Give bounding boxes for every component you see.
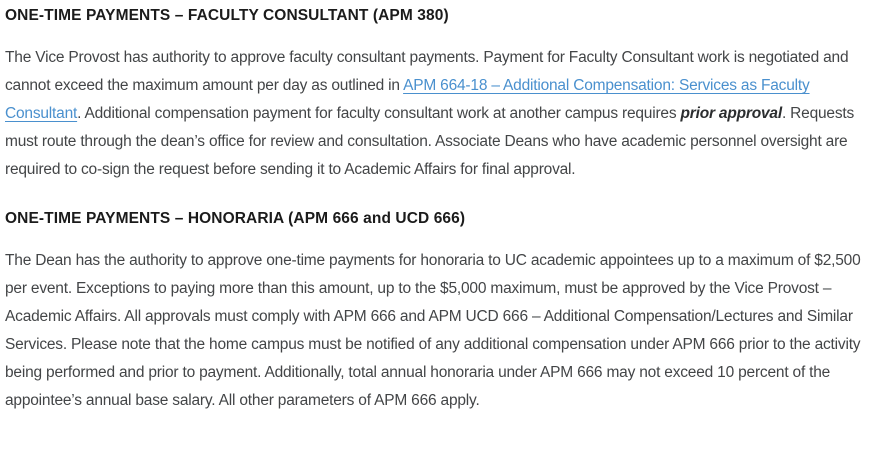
section-faculty-consultant: ONE-TIME PAYMENTS – FACULTY CONSULTANT (… [5,6,879,184]
paragraph-text-segment: The Vice Provost has authority to approv… [5,49,849,94]
paragraph-text-segment: The Dean has the authority to approve on… [5,252,861,409]
paragraph-text-segment: . Requests must route through the dean’s… [5,105,855,178]
section-honoraria: ONE-TIME PAYMENTS – HONORARIA (APM 666 a… [5,209,879,415]
paragraph-honoraria: The Dean has the authority to approve on… [5,247,879,415]
section-heading-faculty-consultant: ONE-TIME PAYMENTS – FACULTY CONSULTANT (… [5,7,449,24]
section-heading-honoraria: ONE-TIME PAYMENTS – HONORARIA (APM 666 a… [5,210,466,227]
paragraph-faculty-consultant: The Vice Provost has authority to approv… [5,44,879,184]
prior-approval-emphasis: prior approval [680,105,783,122]
apm-664-18-link[interactable]: APM 664-18 – Additional Compensation: Se… [5,77,810,122]
paragraph-text-segment: . Additional compensation payment for fa… [77,105,681,122]
